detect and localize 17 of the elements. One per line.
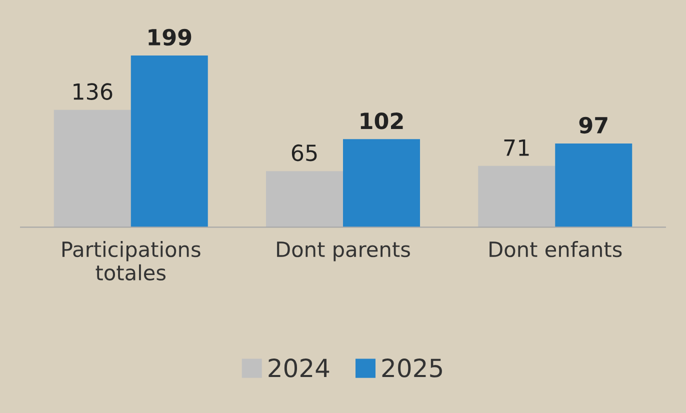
x-tick-label: Dont enfants — [490, 241, 622, 258]
bar — [130, 55, 208, 228]
bar — [54, 110, 131, 228]
data-label: 136 — [74, 83, 112, 100]
data-label: 97 — [579, 116, 608, 134]
bar — [478, 166, 556, 228]
data-label: 71 — [504, 140, 529, 156]
bar — [555, 143, 632, 228]
bar — [343, 139, 420, 228]
bar — [266, 171, 343, 228]
legend-label: 2024 — [268, 358, 330, 378]
data-label: 102 — [360, 112, 403, 130]
legend-label: 2025 — [382, 358, 442, 378]
x-tick-label: Participations totales — [62, 241, 200, 280]
data-label: 65 — [292, 144, 317, 162]
data-label: 199 — [148, 28, 192, 46]
x-tick-label: Dont parents — [277, 242, 410, 262]
